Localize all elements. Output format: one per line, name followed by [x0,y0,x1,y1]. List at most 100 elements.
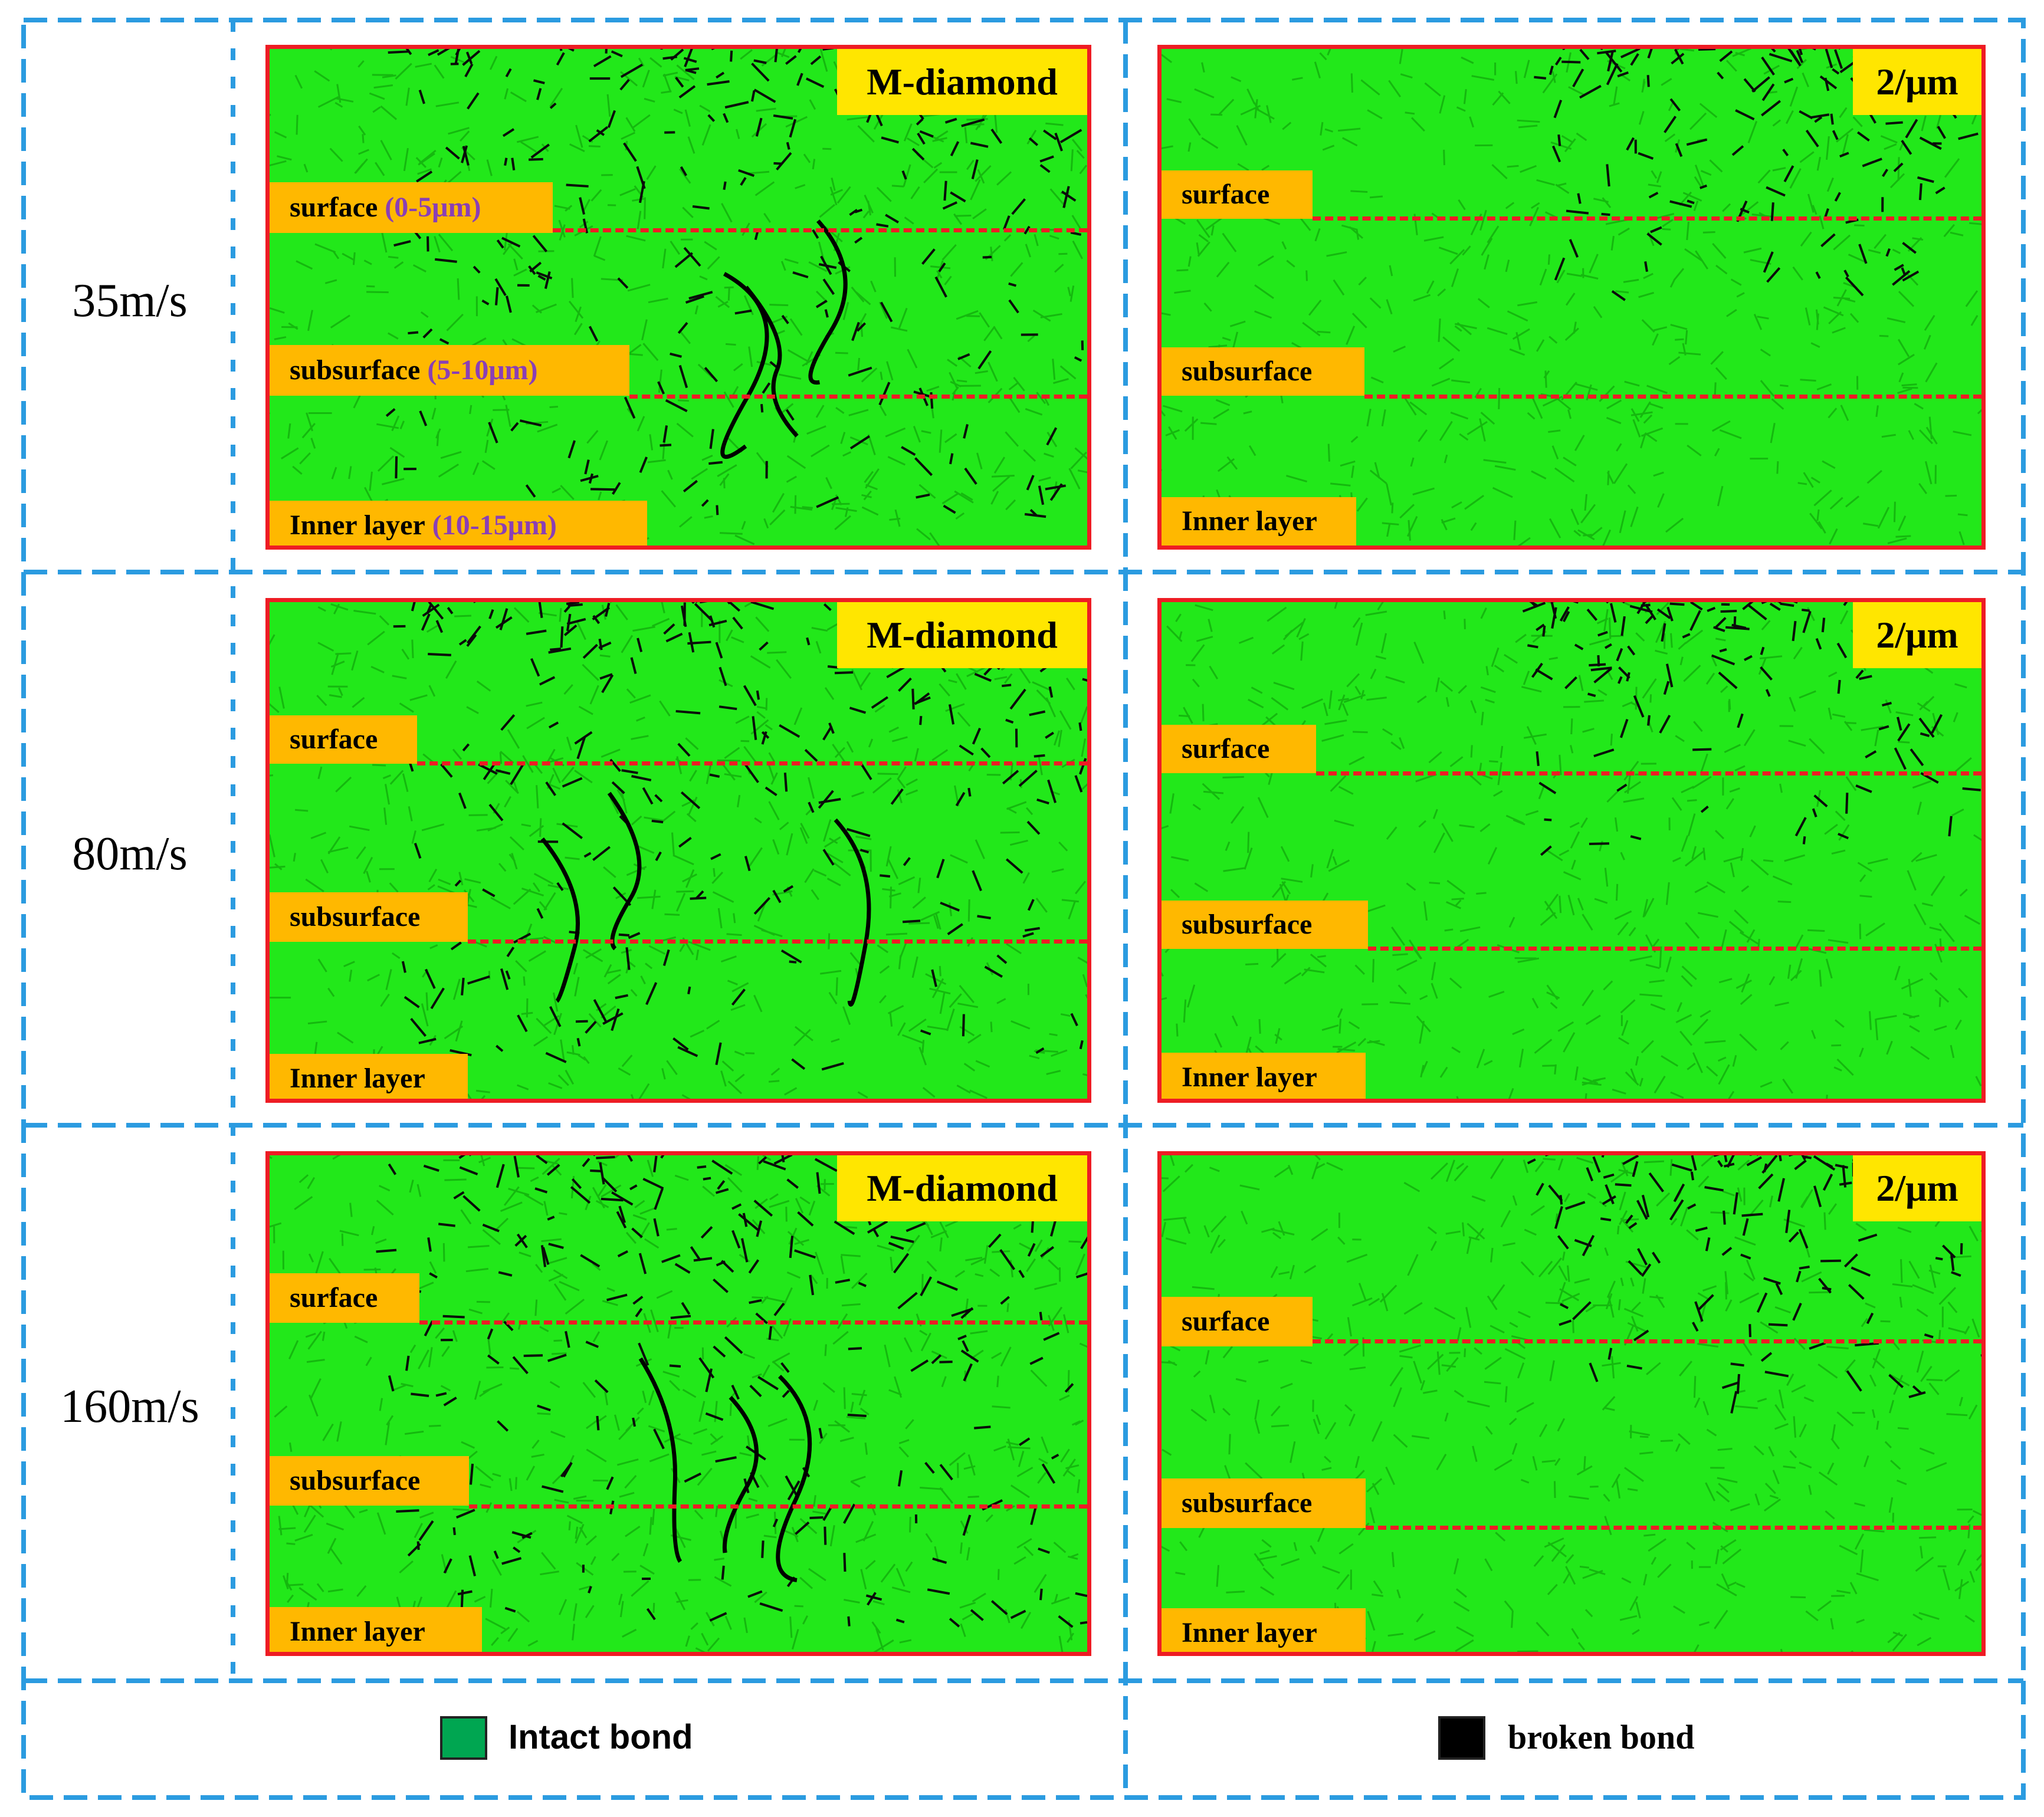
broken-bond-fragment [677,1046,698,1057]
broken-bond-fragment [1920,732,1930,737]
broken-bond-fragment [1018,770,1038,787]
broken-bond-fragment [964,467,977,485]
broken-bond-fragment [1765,689,1771,697]
broken-bond-fragment [1858,1233,1878,1242]
broken-bond-fragment [638,1253,647,1274]
broken-bond-fragment [596,1156,615,1159]
broken-bond-fragment [1043,1332,1060,1341]
broken-bond-fragment [428,602,444,620]
broken-bond-fragment [1589,842,1610,846]
broken-bond-fragment [1815,271,1821,279]
broken-bond-fragment [1648,192,1659,199]
broken-bond-fragment [450,1049,472,1057]
broken-bond-fragment [716,71,725,79]
broken-bond-fragment [632,1417,637,1427]
broken-bond-fragment [1885,121,1903,125]
broken-bond-fragment [787,1480,800,1501]
broken-bond-fragment [982,255,992,259]
broken-bond-fragment [960,1307,974,1319]
broken-bond-fragment [1775,1283,1783,1295]
broken-bond-fragment [1552,145,1561,163]
broken-bond-fragment [772,889,782,903]
broken-bond-fragment [773,1302,785,1316]
broken-bond-fragment [556,882,564,891]
broken-bond-fragment [458,792,467,809]
broken-bond-fragment [750,90,756,102]
broken-bond-fragment [718,705,737,711]
broken-bond-fragment [1771,49,1776,53]
broken-bond-fragment [1830,113,1834,125]
broken-bond-fragment [560,626,564,648]
broken-bond-fragment [1607,51,1614,72]
broken-bond-fragment [654,1188,664,1210]
broken-bond-fragment [763,1160,786,1171]
broken-bond-fragment [707,80,730,86]
broken-bond-fragment [1051,1453,1059,1460]
broken-bond-fragment [1902,242,1917,254]
broken-bond-fragment [785,1475,799,1498]
broken-bond-fragment [1079,758,1087,775]
broken-bond-fragment [388,1163,397,1175]
broken-bond-fragment [1638,152,1654,160]
broken-bond-fragment [759,1602,783,1612]
broken-bond-fragment [583,852,592,858]
broken-bond-fragment [890,1236,914,1243]
broken-bond-fragment [1597,655,1600,666]
broken-bond-fragment [1647,715,1651,726]
broken-bond-fragment [1561,60,1581,64]
broken-bond-fragment [574,731,593,745]
broken-bond-fragment [999,1248,1016,1270]
broken-bond-fragment [1846,1370,1862,1392]
zone-depth: (10-15μm) [432,510,557,541]
broken-bond-fragment [616,1211,627,1229]
broken-bond-fragment [593,55,612,68]
broken-bond-fragment [1788,1231,1799,1243]
broken-bond-fragment [1618,666,1630,679]
broken-bond-fragment [1039,155,1054,163]
broken-bond-fragment [1536,623,1545,632]
broken-bond-fragment [821,1062,844,1071]
broken-bond-fragment [727,602,731,604]
broken-bond-fragment [1740,1253,1751,1260]
broken-bond-fragment [530,143,550,159]
broken-bond-fragment [693,1257,713,1262]
broken-bond-fragment [1075,1592,1087,1598]
zone-boundary [629,395,1087,399]
broken-bond-fragment [977,915,991,919]
broken-bond-fragment [753,88,776,103]
zone-name: subsurface [290,354,421,386]
broken-bond-fragment [1902,270,1920,282]
broken-bond-fragment [685,67,700,72]
broken-bond-fragment [620,63,643,78]
broken-bond-fragment [1692,748,1712,751]
broken-bond-fragment [1642,602,1648,604]
broken-bond-fragment [708,619,727,626]
broken-bond-fragment [502,128,515,137]
broken-bond-fragment [810,55,822,65]
broken-bond-fragment [408,331,419,335]
broken-bond-fragment [1862,157,1882,167]
broken-bond-fragment [757,1375,779,1391]
broken-bond-fragment [1814,116,1823,123]
zone-boundary [1316,771,1981,776]
broken-bond-fragment [674,1263,691,1274]
broken-bond-fragment [1029,710,1046,717]
broken-bond-fragment [665,399,688,412]
broken-bond-fragment [684,1472,701,1483]
broken-bond-fragment [566,602,580,605]
broken-bond-fragment [786,142,790,150]
broken-bond-fragment [1918,717,1935,738]
broken-bond-fragment [1563,611,1570,622]
broken-bond-fragment [724,101,749,109]
broken-bond-fragment [1082,678,1087,682]
broken-bond-fragment [1721,1381,1739,1389]
broken-bond-fragment [617,277,629,289]
broken-bond-fragment [536,1155,540,1158]
broken-bond-fragment [963,424,969,439]
broken-bond-fragment [1737,713,1744,728]
broken-bond-fragment [1024,926,1040,932]
broken-bond-fragment [401,961,406,973]
broken-bond-fragment [794,1249,816,1259]
broken-bond-fragment [661,1254,681,1263]
zone-boundary [1364,395,1981,399]
